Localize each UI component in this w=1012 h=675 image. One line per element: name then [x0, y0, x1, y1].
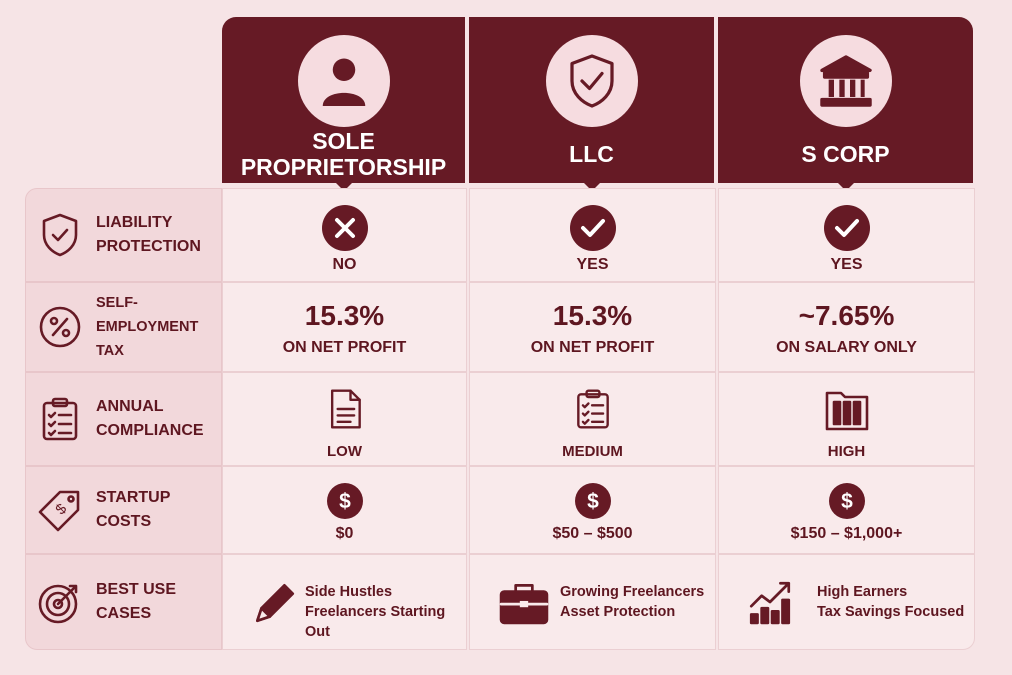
header-icon	[545, 35, 638, 127]
compliance-icon	[719, 385, 974, 435]
table-cell: $ $50 – $500	[469, 466, 716, 554]
dollar-icon: $	[223, 483, 466, 519]
row-label: LIABILITY PROTECTION	[25, 188, 222, 282]
table-cell: 15.3% ON NET PROFIT	[222, 282, 467, 372]
cell-text: $50 – $500	[552, 525, 633, 542]
row-icon: $	[36, 486, 84, 534]
use-case-icon	[249, 577, 299, 632]
tax-rate: ~7.65%	[798, 300, 895, 331]
table-cell: Side Hustles Freelancers Starting Out	[222, 554, 467, 650]
column-title: LLC	[569, 141, 614, 167]
pointer	[335, 183, 352, 191]
row-label: $ STARTUP COSTS	[25, 466, 222, 554]
cell-text: ON NET PROFIT	[530, 339, 655, 356]
header-icon	[297, 35, 390, 127]
status-icon	[223, 205, 466, 251]
pointer	[583, 183, 600, 191]
cell-text: NO	[332, 256, 357, 273]
svg-text:$: $	[339, 490, 351, 513]
table-cell: 15.3% ON NET PROFIT	[469, 282, 716, 372]
pointer	[837, 183, 854, 191]
row-label-text: SELF-EMPLOYMENT TAX	[96, 295, 199, 359]
row-label-text: BEST USE CASES	[96, 581, 177, 622]
row-label: BEST USE CASES	[25, 554, 222, 650]
cell-text: YES	[830, 256, 863, 273]
table-cell: YES	[718, 188, 975, 282]
svg-text:$: $	[587, 490, 599, 513]
row-label-text: STARTUP COSTS	[96, 489, 171, 530]
row-label: ANNUAL COMPLIANCE	[25, 372, 222, 466]
cell-text: ON NET PROFIT	[282, 339, 407, 356]
cell-text: HIGH	[827, 443, 866, 460]
row-label-text: ANNUAL COMPLIANCE	[96, 398, 204, 439]
table-cell: High Earners Tax Savings Focused	[718, 554, 975, 650]
use-case-line: Side Hustles	[305, 584, 393, 600]
tax-rate: 15.3%	[552, 300, 633, 331]
header-icon	[799, 35, 892, 127]
cell-text: MEDIUM	[562, 443, 623, 460]
cell-text: ON SALARY ONLY	[776, 339, 917, 356]
use-case-text: Side Hustles Freelancers Starting Out	[305, 582, 462, 642]
table-cell: YES	[469, 188, 716, 282]
row-icon	[36, 578, 84, 626]
row-label: SELF-EMPLOYMENT TAX	[25, 282, 222, 372]
use-case-line: Freelancers Starting Out	[305, 604, 446, 640]
use-case-icon	[496, 577, 552, 632]
table-cell: Growing Freelancers Asset Protection	[469, 554, 716, 650]
use-case-line: Tax Savings Focused	[817, 604, 965, 620]
use-case-line: Growing Freelancers	[560, 584, 705, 600]
cell-text: LOW	[327, 443, 362, 460]
tax-rate: 15.3%	[304, 300, 385, 331]
dollar-icon: $	[470, 483, 715, 519]
svg-text:$: $	[841, 490, 853, 513]
cell-text: YES	[576, 256, 609, 273]
use-case-text: Growing Freelancers Asset Protection	[560, 582, 711, 622]
compliance-icon	[470, 385, 715, 435]
use-case-icon	[745, 577, 795, 632]
column-header: SOLE PROPRIETORSHIP	[222, 17, 465, 191]
row-icon	[36, 211, 84, 259]
column-title: S CORP	[801, 141, 890, 167]
column-header: LLC	[469, 17, 714, 191]
status-icon	[719, 205, 974, 251]
compliance-icon	[223, 385, 466, 435]
table-cell: HIGH	[718, 372, 975, 466]
row-icon	[36, 303, 84, 351]
column-header: S CORP	[718, 17, 973, 191]
table-cell: ~7.65% ON SALARY ONLY	[718, 282, 975, 372]
use-case-line: Asset Protection	[560, 604, 676, 620]
cell-text: $0	[335, 525, 354, 542]
use-case-text: High Earners Tax Savings Focused	[817, 582, 970, 622]
row-label-text: LIABILITY PROTECTION	[96, 214, 201, 255]
dollar-icon: $	[719, 483, 974, 519]
row-icon	[36, 395, 84, 443]
table-cell: LOW	[222, 372, 467, 466]
table-cell: $ $150 – $1,000+	[718, 466, 975, 554]
table-cell: NO	[222, 188, 467, 282]
column-title: SOLE PROPRIETORSHIP	[240, 128, 447, 180]
use-case-line: High Earners	[817, 584, 908, 600]
cell-text: $150 – $1,000+	[790, 525, 903, 542]
svg-text:$: $	[52, 500, 70, 518]
table-cell: $ $0	[222, 466, 467, 554]
status-icon	[470, 205, 715, 251]
table-cell: MEDIUM	[469, 372, 716, 466]
